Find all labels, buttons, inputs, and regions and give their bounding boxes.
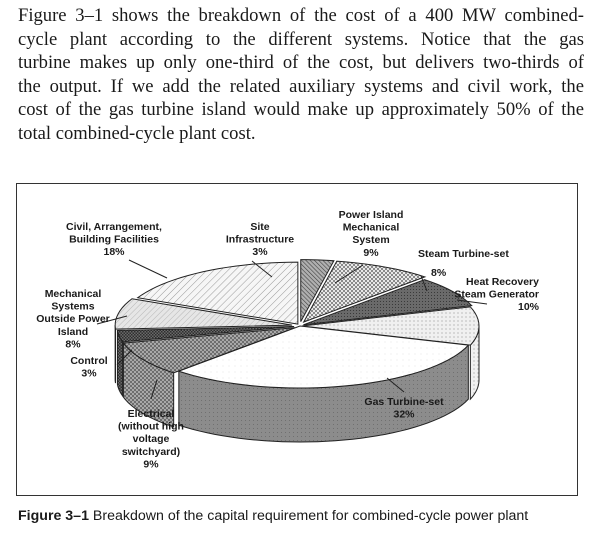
caption-label: Figure 3–1: [18, 508, 89, 524]
figure-frame: Site Infrastructure 3% Power Island Mechanic…: [16, 183, 578, 496]
slice-percent: 9%: [143, 458, 159, 470]
paragraph-line: Figure 3–1 shows the breakdown of the co…: [18, 5, 584, 26]
paragraph-line: total combined-cycle plant cost.: [18, 122, 256, 144]
paragraph-line: the output. If we add the related auxili…: [18, 75, 584, 97]
slice-label: Electrical (without high voltage switchyard…: [118, 408, 184, 470]
pie-slice: [303, 279, 473, 326]
leader-line: [386, 377, 405, 393]
leader-line: [420, 275, 428, 292]
pie-leader-lines: [96, 259, 488, 400]
slice-percent: 3%: [252, 246, 268, 258]
leader-line: [150, 379, 158, 400]
pie-side-walls: [114, 325, 480, 443]
pie-slice: [177, 325, 470, 389]
slice-percent: 8%: [431, 267, 447, 279]
pie-slice: [116, 326, 295, 343]
slice-label: Gas Turbine-set 32%: [364, 396, 444, 421]
pie-slice: [122, 327, 296, 374]
leader-line: [128, 259, 168, 279]
leader-line: [251, 260, 273, 278]
leader-line: [116, 349, 133, 366]
slice-percent: 9%: [363, 247, 379, 259]
slice-label: Heat Recovery Steam Generator 10%: [454, 276, 539, 313]
slice-percent: 8%: [65, 338, 81, 350]
slice-label: Power Island Mechanical System 9%: [339, 209, 404, 259]
pie-slice: [300, 259, 335, 322]
slice-label: Civil, Arrangement, Building Facilities 18…: [66, 221, 162, 258]
pie-slice: [114, 298, 293, 330]
pie-slice: [136, 261, 299, 325]
body-paragraph: Figure 3–1 shows the breakdown of the co…: [18, 4, 584, 146]
slice-percent: 18%: [103, 246, 125, 258]
slice-percent: 32%: [393, 409, 415, 421]
paragraph-line: cost of the gas turbine island would mak…: [18, 99, 584, 121]
paragraph-line: cycle plant according to the different s…: [18, 28, 584, 50]
slice-percent: 3%: [81, 368, 97, 380]
leader-line: [456, 299, 488, 305]
slice-label: Site Infrastructure 3%: [226, 221, 294, 258]
pie-slice: [302, 260, 427, 324]
paragraph-line: turbine makes up only one-third of the c…: [18, 52, 584, 74]
slice-label: Steam Turbine-set 8%: [418, 248, 509, 279]
figure-caption: Figure 3–1 Breakdown of the capital requ…: [18, 508, 588, 524]
leader-line: [96, 315, 128, 325]
pie-chart: Site Infrastructure 3% Power Island Mechanic…: [36, 209, 539, 470]
pie-slice: [301, 306, 480, 346]
leader-line: [334, 264, 364, 284]
caption-text: Breakdown of the capital requirement for…: [88, 508, 529, 524]
pie-labels: Site Infrastructure 3% Power Island Mechanic…: [36, 209, 539, 470]
pie-slices: [114, 259, 480, 389]
slice-label: Mechanical Systems Outside Power Island 8%: [36, 288, 110, 350]
slice-percent: 10%: [518, 301, 540, 313]
slice-label: Control 3%: [70, 355, 107, 380]
